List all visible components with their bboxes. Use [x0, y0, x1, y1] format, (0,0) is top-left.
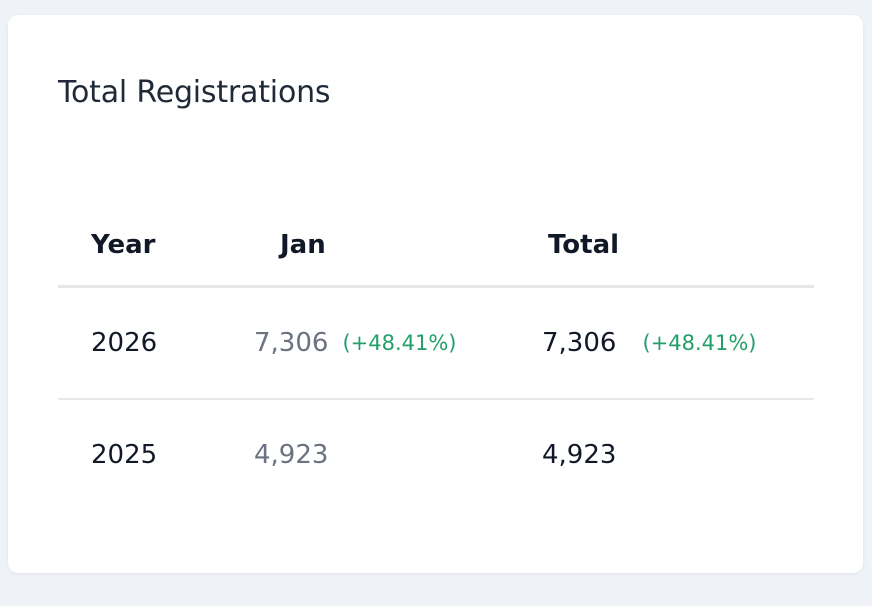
total-value: 4,923: [542, 440, 617, 470]
jan-value: 7,306: [254, 328, 329, 358]
table-header-row: Year Jan Total: [58, 205, 814, 288]
total-cell: 7,306 (+48.41%): [542, 288, 757, 398]
column-header-year: Year: [91, 230, 156, 260]
year-cell: 2026: [91, 328, 158, 358]
jan-value: 4,923: [254, 440, 329, 470]
column-header-total: Total: [548, 230, 620, 260]
year-cell: 2025: [91, 440, 158, 470]
column-header-jan: Jan: [280, 230, 326, 260]
registrations-table: Year Jan Total 2026 7,306 (+48.41%) 7,30…: [58, 205, 814, 510]
registrations-card: Total Registrations Year Jan Total 2026 …: [8, 15, 863, 573]
total-change-badge: (+48.41%): [642, 331, 757, 355]
jan-cell: 7,306 (+48.41%): [254, 288, 457, 398]
card-title: Total Registrations: [58, 75, 331, 110]
jan-cell: 4,923: [254, 400, 328, 510]
jan-change-badge: (+48.41%): [342, 331, 457, 355]
total-value: 7,306: [542, 328, 617, 358]
total-cell: 4,923: [542, 400, 616, 510]
table-row: 2025 4,923 4,923: [58, 400, 814, 510]
table-row: 2026 7,306 (+48.41%) 7,306 (+48.41%): [58, 288, 814, 400]
